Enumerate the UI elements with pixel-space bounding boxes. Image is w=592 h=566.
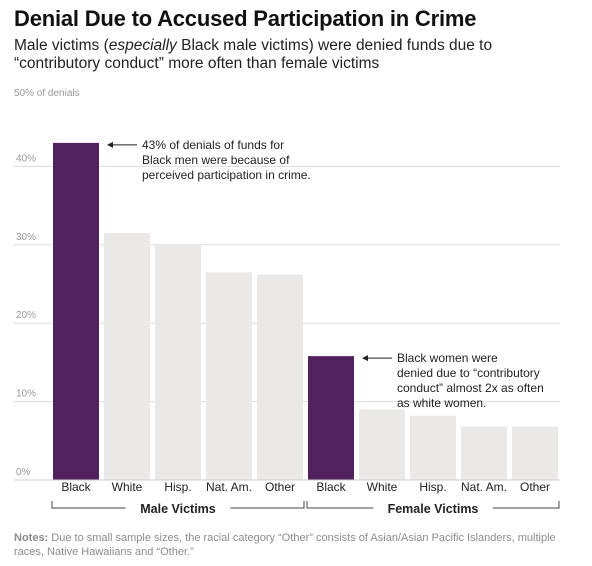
subtitle-emphasis: especially [108, 37, 177, 54]
x-category-label: Other [265, 480, 295, 494]
bar [104, 233, 150, 480]
y-tick-label: 0% [16, 467, 31, 478]
group-label: Female Victims [388, 502, 479, 516]
bar [410, 415, 456, 480]
annotation-text-line: as white women. [397, 396, 486, 410]
annotation-text-line: 43% of denials of funds for [142, 138, 284, 152]
chart-notes: Notes: Due to small sample sizes, the ra… [14, 531, 578, 559]
x-category-label: Hisp. [164, 480, 191, 494]
x-category-label: Hisp. [419, 480, 446, 494]
x-category-label: Black [61, 480, 91, 494]
annotation-arrowhead [107, 141, 113, 148]
annotation-arrowhead [362, 355, 368, 362]
bar [461, 426, 507, 480]
bar [359, 409, 405, 480]
group-label: Male Victims [140, 502, 216, 516]
annotation-text-line: Black men were because of [142, 153, 290, 167]
y-axis-unit-label: 50% of denials [14, 88, 80, 99]
x-category-label: White [367, 480, 398, 494]
notes-label: Notes: [14, 532, 49, 544]
y-tick-label: 30% [16, 232, 36, 243]
annotation-text-line: Black women were [397, 351, 498, 365]
x-category-label: White [112, 480, 143, 494]
y-tick-label: 40% [16, 153, 36, 164]
x-category-label: Nat. Am. [206, 480, 252, 494]
group-bracket [51, 501, 305, 509]
bar [206, 272, 252, 480]
annotation-text-line: conduct” almost 2x as often [397, 381, 544, 395]
bar [308, 356, 354, 480]
bar-chart: 50% of denials 0% 10% 20% 30% 40% Black White Hi… [14, 88, 560, 516]
bar [512, 426, 558, 480]
annotation-text-line: denied due to “contributory [397, 366, 540, 380]
subtitle-part-1: Male victims ( [14, 37, 109, 54]
bar [155, 244, 201, 480]
subtitle-part-2: Black male victims) were denied funds du… [14, 37, 493, 72]
chart-subtitle: Male victims (especially Black male vict… [14, 37, 574, 73]
annotation-text-line: perceived participation in crime. [142, 168, 311, 182]
x-category-label: Other [520, 480, 550, 494]
x-category-label: Nat. Am. [461, 480, 507, 494]
y-tick-label: 10% [16, 389, 36, 400]
x-category-label: Black [316, 480, 346, 494]
group-bracket [306, 501, 560, 509]
chart-title: Denial Due to Accused Participation in C… [14, 6, 477, 31]
notes-text: Due to small sample sizes, the racial ca… [14, 532, 556, 558]
y-tick-label: 20% [16, 310, 36, 321]
bar [53, 142, 99, 480]
bar [257, 274, 303, 480]
